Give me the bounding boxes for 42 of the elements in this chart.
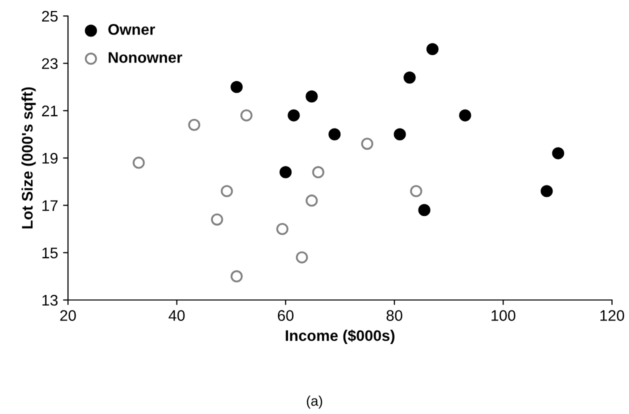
x-tick-label: 100 <box>492 310 516 321</box>
point <box>132 156 145 169</box>
point <box>552 147 564 160</box>
y-tick-label: 17 <box>42 200 58 211</box>
point <box>404 71 416 84</box>
point <box>394 128 406 140</box>
y-tick-label: 21 <box>42 106 58 116</box>
point <box>188 118 200 131</box>
point <box>361 138 374 150</box>
point <box>220 185 233 198</box>
point <box>230 270 243 282</box>
y-tick-label: 13 <box>42 294 58 306</box>
y-tick-label: 23 <box>42 58 58 70</box>
point <box>280 166 292 178</box>
point <box>288 109 300 122</box>
legend-label: Nonowner <box>108 52 182 63</box>
point <box>211 213 224 226</box>
legend-label: Owner <box>108 24 156 35</box>
point <box>540 185 553 198</box>
point <box>240 109 252 122</box>
y-axis-title: Lot Size (000's sqft) <box>21 87 36 228</box>
y-tick-label: 19 <box>42 152 58 164</box>
point <box>306 194 318 207</box>
point <box>296 251 308 264</box>
y-tick-label: 25 <box>42 10 58 22</box>
x-tick-label: 60 <box>278 310 294 321</box>
x-tick-label: 120 <box>600 310 624 321</box>
y-tick-label: 15 <box>42 248 58 258</box>
x-axis-title: Income ($000s) <box>286 330 394 344</box>
point <box>328 128 341 140</box>
point <box>418 204 430 216</box>
text: (a) <box>306 396 322 409</box>
point <box>459 109 472 122</box>
x-tick-label: 80 <box>386 310 402 321</box>
point <box>426 43 439 56</box>
point <box>306 90 318 103</box>
x-tick-label: 40 <box>168 310 185 321</box>
point <box>312 166 324 178</box>
point <box>230 80 243 94</box>
point <box>410 185 422 198</box>
point <box>276 222 288 236</box>
x-tick-label: 20 <box>60 310 76 321</box>
